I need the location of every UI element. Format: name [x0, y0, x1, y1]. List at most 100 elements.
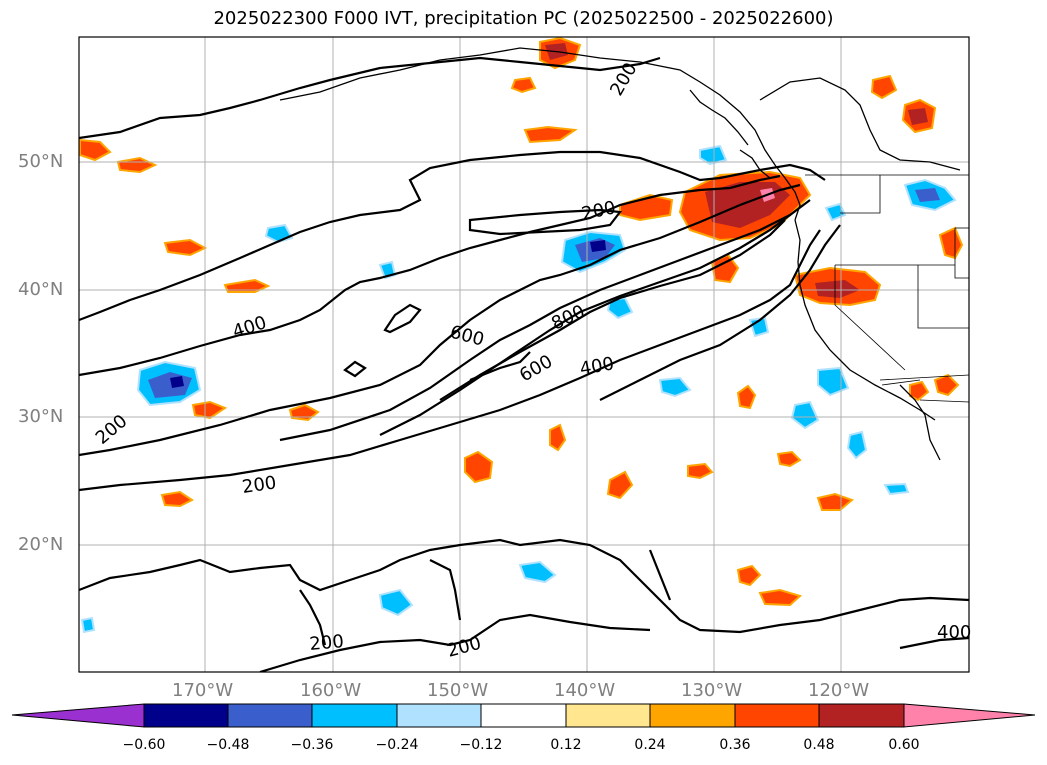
lat-label: 30°N: [18, 406, 64, 427]
colorbar-tick: 0.60: [888, 737, 920, 753]
precipitation-shading: [79, 37, 964, 634]
precip-positive-blob: [933, 373, 960, 397]
precip-positive-blob: [736, 564, 762, 587]
baja: [899, 384, 941, 461]
contour-label: 400: [230, 312, 269, 343]
precip-positive-blob: [758, 588, 802, 607]
contour-600: [379, 214, 791, 436]
contour-label: 400: [578, 353, 615, 380]
bc-coast: [784, 177, 801, 221]
colorbar-extend-low: [11, 703, 145, 728]
alaska-coast: [279, 47, 786, 179]
contour-label: 200: [241, 472, 278, 498]
colorbar-tick: 0.36: [719, 737, 751, 753]
lat-label: 50°N: [18, 151, 64, 172]
precip-negative-core: [915, 188, 940, 202]
contour-label: 600: [516, 351, 556, 386]
contour-label: 600: [448, 322, 487, 351]
plot-frame: [78, 36, 970, 673]
contour-400-tropics: [899, 636, 969, 650]
precip-negative-blob: [518, 560, 557, 584]
precip-positive-blob: [223, 278, 271, 293]
canada-coast: [759, 77, 961, 171]
colorbar-tick: −0.24: [375, 737, 419, 753]
contour-label: 400: [937, 622, 971, 643]
lat-label: 20°N: [18, 534, 64, 555]
contour-200-loop2: [343, 360, 367, 378]
contour-200-tropics: [79, 538, 969, 634]
precip-negative-max: [590, 240, 606, 252]
contour-label: 200: [309, 631, 345, 655]
colorbar-extend-high: [903, 703, 1036, 728]
precip-negative-blob: [80, 616, 96, 634]
colorbar-segment: [649, 703, 736, 728]
contour-200-south: [79, 183, 801, 457]
lon-label: 120°W: [808, 680, 870, 701]
colorbar-tick: −0.36: [290, 737, 334, 753]
west-coast: [794, 219, 936, 421]
colorbar-segment: [480, 703, 567, 728]
contour-label: 800: [548, 301, 588, 335]
colorbar-segment: [734, 703, 820, 728]
colorbar-segment: [565, 703, 651, 728]
colorbar-segment: [818, 703, 905, 728]
colorbar-tick: −0.60: [122, 737, 166, 753]
contour-small-b: [429, 559, 462, 621]
precip-positive-blob: [464, 450, 494, 484]
contour-600-low: [469, 351, 531, 382]
lon-label: 150°W: [427, 680, 489, 701]
vancouver-island: [739, 149, 771, 179]
precip-positive-blob: [549, 423, 567, 452]
contour-400-outer: [79, 174, 781, 377]
contour-400-coast: [599, 224, 841, 401]
precip-positive-blob: [776, 450, 802, 468]
colorbar-tick: 0.24: [634, 737, 666, 753]
contour-200-main: [79, 150, 826, 322]
precip-positive-blob: [116, 156, 158, 174]
contour-200-east: [648, 549, 672, 601]
lon-label: 130°W: [681, 680, 743, 701]
precip-negative-blob: [883, 482, 910, 496]
ivt-contours: [79, 56, 969, 672]
contour-200-loop1: [383, 303, 422, 334]
precip-positive-blob: [687, 462, 714, 480]
precip-positive-blob: [510, 76, 537, 94]
coastlines: [279, 47, 961, 461]
contour-200-north: [79, 56, 661, 140]
contour-400-band: [279, 199, 811, 442]
precip-negative-blob: [824, 202, 847, 222]
precip-negative-blob: [790, 400, 820, 430]
precip-positive-blob: [79, 138, 112, 162]
contour-800: [439, 219, 786, 401]
colorbar: [11, 703, 1036, 728]
colorbar-segment: [227, 703, 313, 728]
colorbar-segment: [396, 703, 482, 728]
precip-positive-blob: [288, 403, 320, 422]
gridlines: [79, 37, 969, 672]
lon-label: 140°W: [554, 680, 616, 701]
precip-positive-blob: [870, 74, 898, 100]
precip-positive-blob: [816, 492, 854, 511]
lon-label: 160°W: [300, 680, 362, 701]
precip-positive-blob: [606, 470, 634, 500]
precip-negative-blob: [378, 588, 414, 617]
contour-400-south: [79, 229, 821, 492]
plot-title: 2025022300 F000 IVT, precipitation PC (2…: [213, 8, 834, 29]
colorbar-segment: [143, 703, 229, 728]
state-borders: [805, 174, 969, 403]
precip-negative-blob: [264, 223, 294, 244]
lon-label: 170°W: [172, 680, 234, 701]
precip-negative-blob: [846, 430, 868, 460]
colorbar-tick: −0.12: [459, 737, 503, 753]
colorbar-tick: 0.12: [550, 737, 582, 753]
precip-positive-blob: [160, 490, 194, 508]
colorbar-tick: −0.48: [206, 737, 250, 753]
precip-positive-blob: [938, 226, 964, 260]
colorbar-segment: [311, 703, 398, 728]
precip-positive-blob: [191, 400, 228, 420]
contour-200-bottom: [259, 613, 651, 672]
contour-label: 200: [445, 633, 484, 662]
lat-label: 40°N: [18, 279, 64, 300]
precip-negative-blob: [699, 144, 728, 166]
precip-positive-blob: [523, 125, 578, 144]
